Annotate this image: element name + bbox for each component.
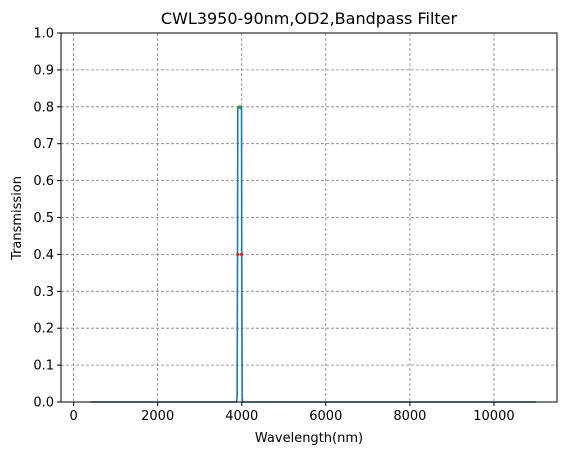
y-tick-label: 0.8 — [33, 100, 54, 115]
x-tick-label: 10000 — [473, 409, 514, 424]
y-tick-label: 0.4 — [33, 248, 54, 263]
y-tick-label: 0.6 — [33, 174, 54, 189]
y-axis-label: Transmission — [10, 176, 25, 261]
y-tick-label: 0.2 — [33, 322, 54, 337]
y-tick-label: 0.0 — [33, 396, 54, 411]
x-axis-label: Wavelength(nm) — [255, 431, 363, 446]
x-tick-label: 6000 — [309, 409, 342, 424]
x-tick-label: 4000 — [225, 409, 258, 424]
x-tick-label: 8000 — [393, 409, 426, 424]
x-tick-label: 2000 — [141, 409, 174, 424]
y-tick-label: 0.3 — [33, 285, 54, 300]
y-tick-label: 0.1 — [33, 359, 54, 374]
marker-layer — [236, 105, 244, 256]
y-tick-label: 0.7 — [33, 137, 54, 152]
y-axis-ticks: 0.0 0.1 0.2 0.3 0.4 0.5 0.6 0.7 0.8 0.9 1.0 — [33, 27, 61, 411]
x-axis-ticks: 0 2000 4000 6000 8000 10000 — [69, 402, 515, 424]
data-point-marker — [236, 252, 240, 256]
y-tick-label: 0.5 — [33, 211, 54, 226]
x-tick-label: 0 — [69, 409, 77, 424]
y-tick-label: 1.0 — [33, 27, 54, 42]
grid — [61, 33, 557, 402]
data-point-marker — [238, 105, 242, 109]
data-point-marker — [239, 252, 244, 256]
y-tick-label: 0.9 — [33, 63, 54, 78]
chart-title: CWL3950-90nm,OD2,Bandpass Filter — [161, 9, 458, 28]
